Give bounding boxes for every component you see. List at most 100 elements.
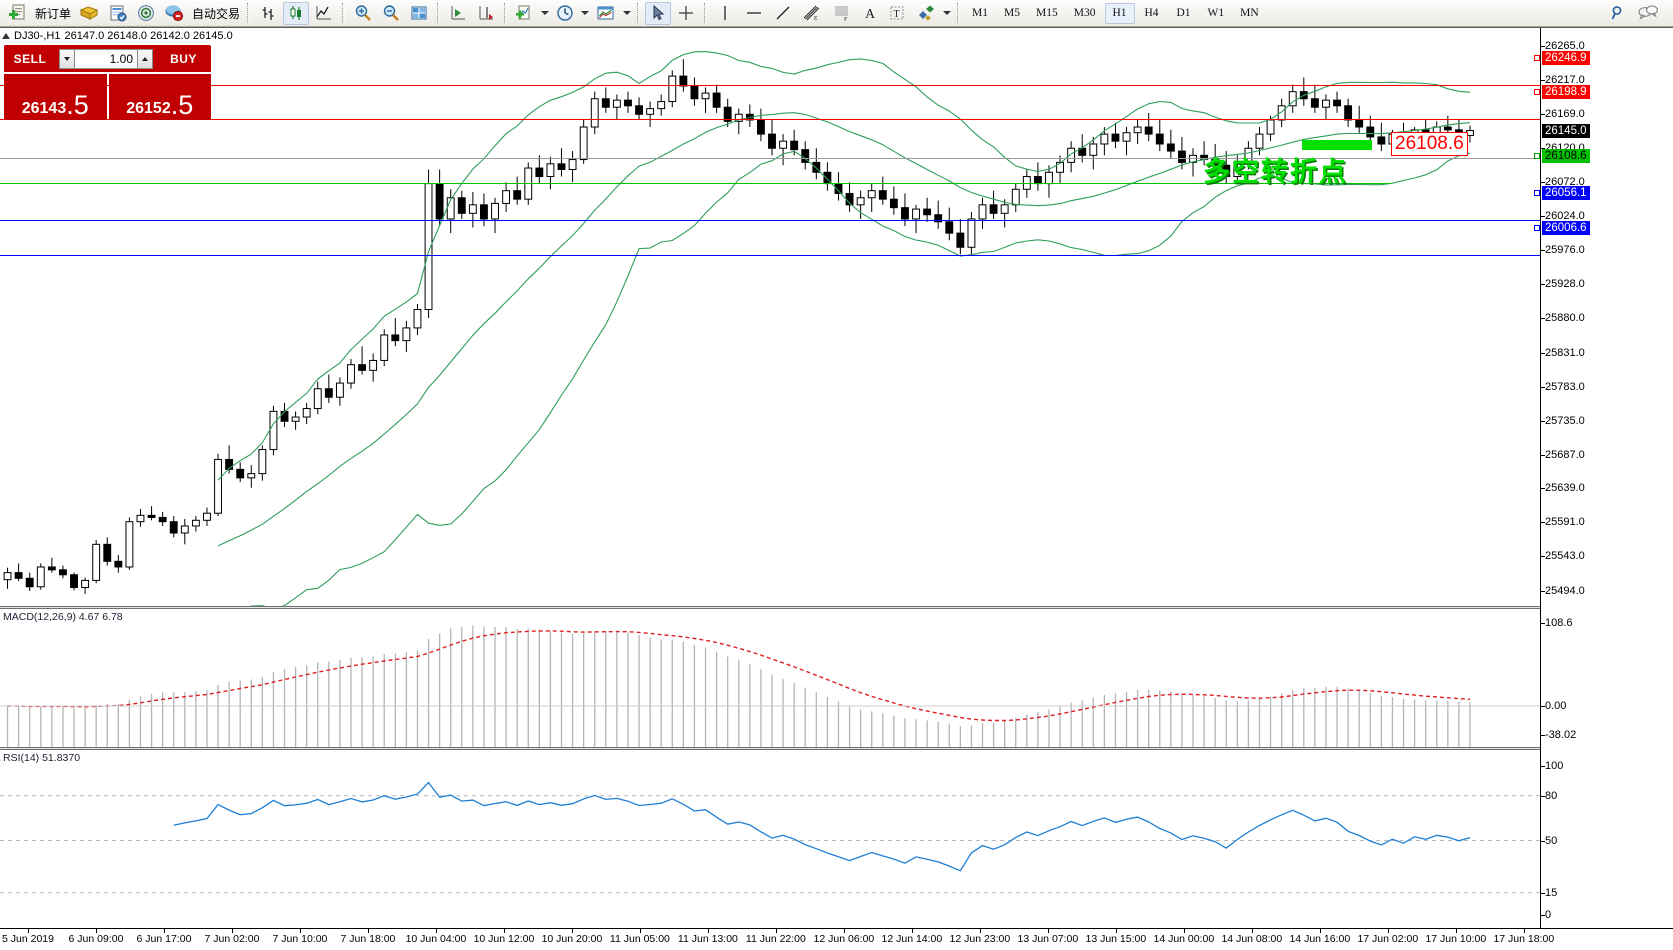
price-scale[interactable]: 26265.0 26217.0 26169.0 26120.0 26072.0 26024… [1534,28,1673,950]
sell-button[interactable]: SELL [4,45,56,72]
cursor-icon[interactable] [645,1,672,25]
price-tag-support[interactable]: 26006.6 [1542,221,1590,236]
timeframe-m5[interactable]: M5 [1004,7,1021,19]
price-tag-handle[interactable] [1534,225,1540,232]
price-tag-pivot[interactable]: 26108.6 [1542,149,1590,164]
navigator-icon[interactable] [133,2,159,25]
rsi-pane[interactable] [0,752,1540,927]
price-tick: 26265.0 [1541,40,1585,52]
main-toolbar: 新订单 [0,0,1673,27]
level-line-support[interactable] [0,220,1540,222]
level-line-last-price[interactable] [0,157,1540,159]
autotrading-icon[interactable] [161,2,188,25]
timeframe-w1[interactable]: W1 [1207,7,1225,19]
line-chart-icon[interactable] [311,2,337,25]
timeframe-mn[interactable]: MN [1240,7,1259,19]
tile-windows-icon[interactable] [406,2,432,25]
time-grid-mark [911,929,913,933]
auto-scroll-icon[interactable] [473,2,499,25]
vertical-line-icon[interactable] [712,2,738,25]
chevron-down-icon[interactable] [581,11,590,15]
price-tag-handle[interactable] [1534,153,1540,160]
time-grid-mark [1387,929,1389,933]
timeframe-h4[interactable]: H4 [1144,7,1159,19]
text-label-icon[interactable]: T [884,2,910,25]
profiles-icon[interactable] [75,2,103,25]
price-tick: 25687.0 [1541,449,1585,461]
text-icon[interactable]: A [858,2,882,25]
templates-icon[interactable] [592,2,620,25]
price-tag-handle[interactable] [1534,55,1540,62]
chevron-down-icon [64,56,70,61]
pane-separator-rsi[interactable] [0,747,1540,750]
time-label: 10 Jun 04:00 [405,933,467,945]
pivot-price-box[interactable]: 26108.6 [1391,132,1468,156]
fibo-icon[interactable]: E [798,2,826,25]
price-tick: 25831.0 [1541,347,1585,359]
chart-window[interactable]: DJ30-,H1 26147.0 26148.0 26142.0 26145.0… [0,27,1673,950]
timeframe-m30[interactable]: M30 [1073,7,1096,19]
tick-mark [1541,623,1545,624]
timeframe-m1[interactable]: M1 [972,7,989,19]
macd-pane[interactable] [0,611,1540,747]
price-tag-support[interactable]: 26056.1 [1542,186,1590,201]
chevron-down-icon[interactable] [623,11,632,15]
pane-separator-macd[interactable] [0,606,1540,609]
sell-price[interactable]: 26143.5 [4,74,107,120]
time-grid-mark [1183,929,1185,933]
price-tag-resistance[interactable]: 26198.9 [1542,85,1590,100]
zoom-in-icon[interactable] [350,2,376,25]
level-line-resistance[interactable] [0,119,1540,121]
time-grid-mark [28,929,29,933]
crosshair-icon[interactable] [673,2,699,25]
time-label: 10 Jun 12:00 [473,933,535,945]
price-tag-last-price[interactable]: 26145.0 [1542,123,1590,138]
rsi-plot [0,781,1540,894]
horizontal-line-icon[interactable] [740,2,768,25]
buy-price[interactable]: 26152.5 [108,74,211,121]
time-label: 11 Jun 05:00 [609,933,670,945]
zoom-out-icon[interactable] [378,2,404,25]
tick-mark [1541,705,1545,707]
time-label: 14 Jun 00:00 [1153,933,1215,945]
new-order-icon[interactable] [5,2,31,25]
volume-input[interactable]: 1.00 [75,48,137,69]
price-tag-handle[interactable] [1534,190,1540,197]
new-order-label[interactable]: 新订单 [35,6,72,21]
time-grid-mark [299,929,301,933]
volume-stepper[interactable]: 1.00 [56,45,156,72]
one-click-trading-panel[interactable]: SELL 1.00 BUY 26143.5 26152.5 [4,45,211,121]
buy-button[interactable]: BUY [156,45,211,72]
timeframe-d1[interactable]: D1 [1176,7,1191,19]
chevron-down-icon[interactable] [943,11,952,15]
level-line-pivot[interactable] [0,183,1391,185]
search-icon[interactable] [1605,2,1631,25]
price-tag-resistance[interactable]: 26246.9 [1542,51,1590,66]
level-line-support[interactable] [0,255,1540,257]
level-line-resistance[interactable] [0,85,1540,87]
volume-increment-button[interactable] [137,48,153,69]
tick-mark [1541,915,1545,916]
market-watch-icon[interactable] [105,2,131,25]
indicators-icon[interactable] [512,2,538,25]
candlestick-chart-icon[interactable] [283,1,310,25]
chat-icon[interactable] [1633,2,1663,25]
buy-price-fraction: .5 [170,90,194,121]
time-scale[interactable]: 5 Jun 2019 6 Jun 09:00 6 Jun 17:00 7 Jun 02… [0,928,1673,950]
time-label: 11 Jun 22:00 [745,933,806,945]
autotrading-label[interactable]: 自动交易 [192,6,241,21]
chevron-down-icon[interactable] [541,11,550,15]
sell-price-integer: 26143 [21,100,67,117]
trendline-icon[interactable] [770,2,796,25]
bar-chart-icon[interactable] [255,2,281,25]
volume-dropdown-button[interactable] [59,48,75,69]
time-grid-mark [1047,929,1049,933]
shapes-icon[interactable] [912,2,940,25]
timeframe-m15[interactable]: M15 [1036,7,1058,19]
price-pane[interactable] [0,28,1540,608]
period-icon[interactable] [552,2,578,25]
fibo-fan-icon[interactable]: F [828,2,856,25]
shift-end-icon[interactable] [445,2,471,25]
price-tag-handle[interactable] [1534,89,1540,96]
timeframe-h1[interactable]: H1 [1104,2,1135,24]
